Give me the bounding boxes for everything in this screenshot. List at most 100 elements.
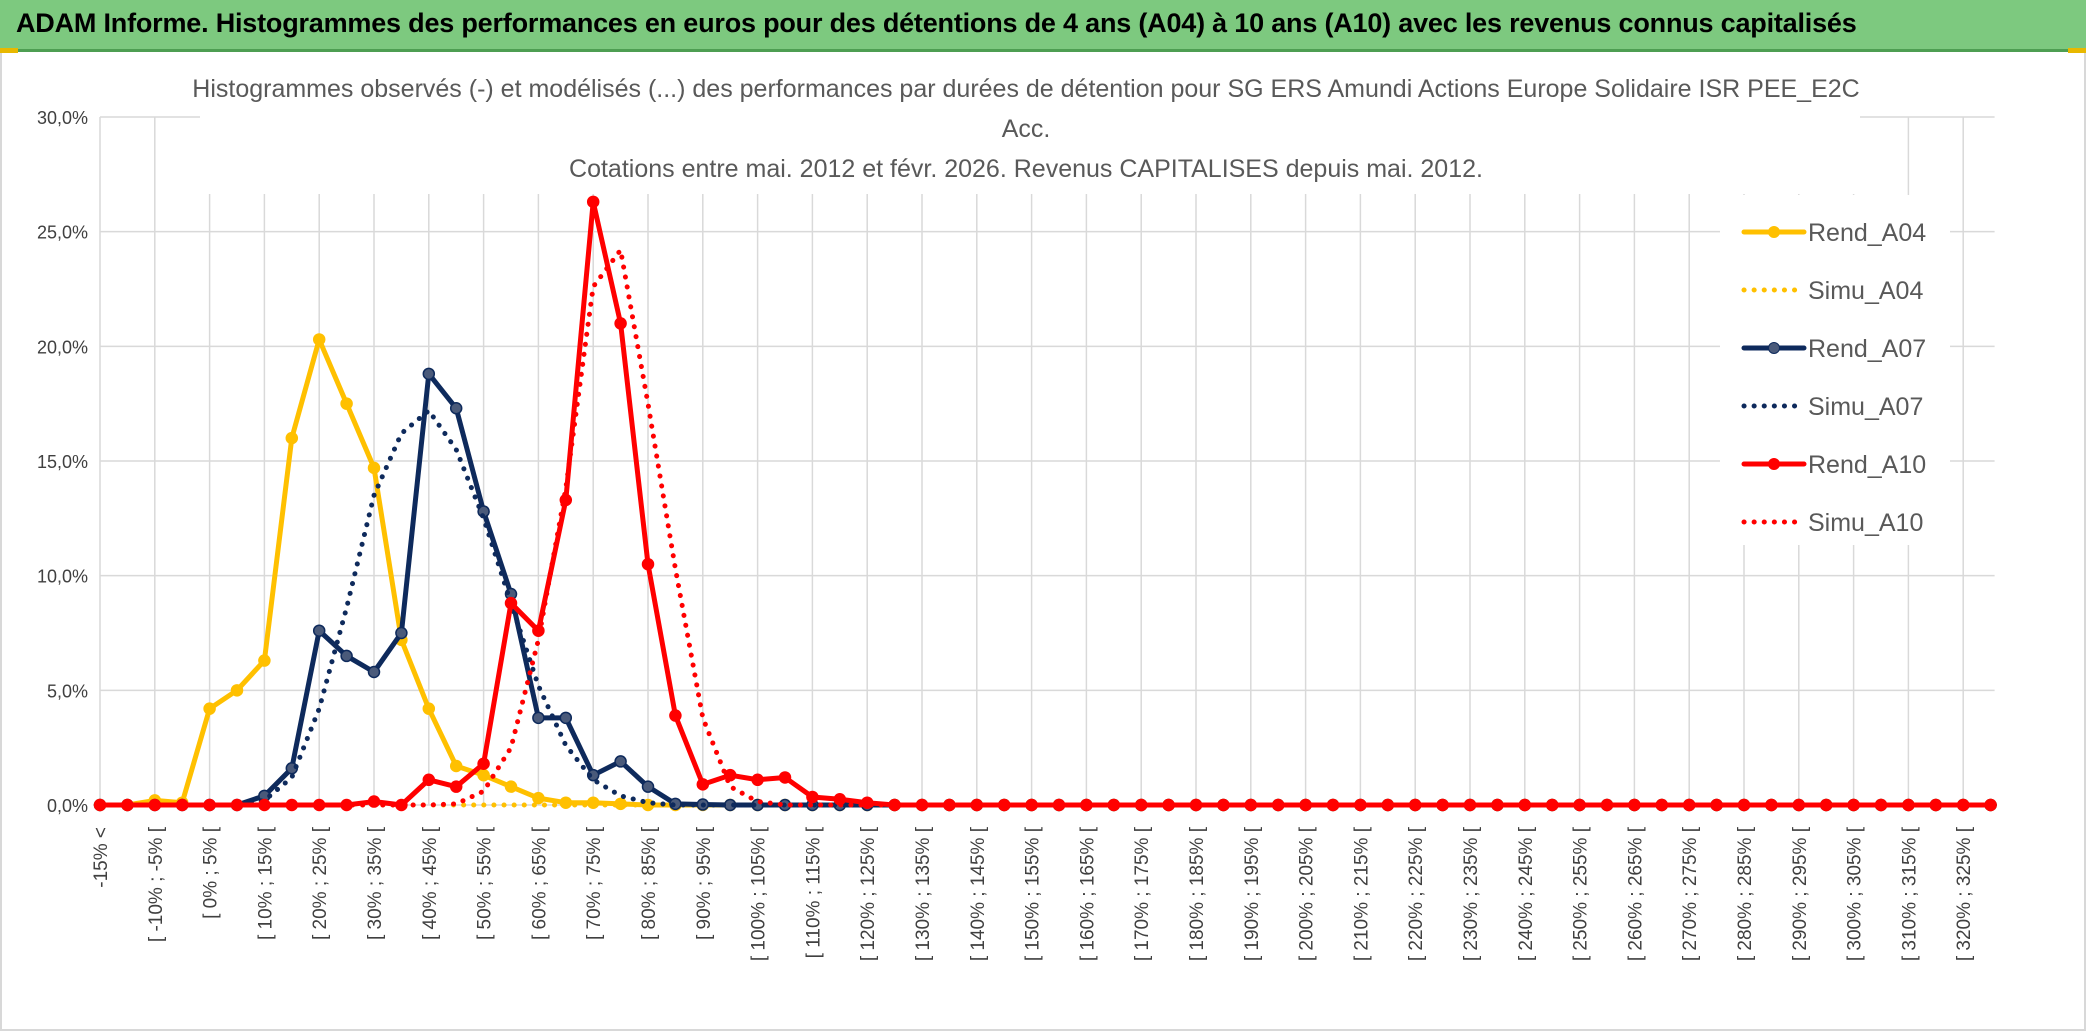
x-tick-label: [ 320% ; 325% [ — [1954, 826, 1975, 961]
series-line-rend-a10 — [97, 199, 1994, 808]
x-tick-label: [ 280% ; 285% [ — [1735, 826, 1756, 961]
x-tick-label: [ 290% ; 295% [ — [1790, 826, 1811, 961]
x-tick-label: [ 240% ; 245% [ — [1516, 826, 1537, 961]
x-tick-label: [ 190% ; 195% [ — [1242, 826, 1263, 961]
x-tick-label: [ 130% ; 135% [ — [913, 826, 934, 961]
point-rend-a10 — [422, 773, 436, 787]
point-rend-a04 — [258, 654, 271, 667]
y-tick-label: 0,0% — [47, 796, 88, 816]
point-rend-a10 — [586, 195, 600, 209]
series-line-simu-a07 — [97, 408, 1994, 808]
point-rend-a07 — [395, 626, 408, 640]
x-tick-label: [ 20% ; 25% [ — [310, 826, 331, 940]
x-tick-label: [ 310% ; 315% [ — [1899, 826, 1920, 961]
legend-label: Simu_A04 — [1808, 277, 1923, 305]
x-axis: -15% < [ -10% ; -5% [[ 0% ; 5% [[ 10% ; 1… — [91, 826, 1975, 961]
point-rend-a04 — [230, 684, 244, 697]
y-tick-label: 15,0% — [37, 452, 88, 472]
y-tick-label: 5,0% — [47, 681, 88, 701]
point-rend-a07 — [340, 649, 353, 663]
point-rend-a07 — [641, 780, 655, 793]
x-tick-label: [ 60% ; 65% [ — [529, 826, 550, 940]
point-rend-a10 — [778, 771, 792, 784]
chart-title: Histogrammes observés (-) et modélisés (… — [192, 75, 1860, 194]
report-title: ADAM Informe. Histogrammes des performan… — [16, 8, 1857, 38]
point-rend-a07 — [449, 402, 463, 415]
point-rend-a04 — [422, 702, 436, 715]
point-rend-a10 — [477, 757, 490, 770]
y-tick-label: 20,0% — [37, 337, 88, 357]
x-tick-label: -15% < — [91, 827, 112, 888]
x-tick-label: [ 250% ; 255% [ — [1571, 826, 1592, 961]
chart-title-line: Cotations entre mai. 2012 et févr. 2026.… — [569, 155, 1483, 183]
legend-background — [1720, 195, 1950, 545]
x-tick-label: [ 70% ; 75% [ — [584, 826, 605, 940]
chart-title-line: Histogrammes observés (-) et modélisés (… — [192, 75, 1859, 103]
x-tick-label: [ 210% ; 215% [ — [1351, 826, 1372, 961]
series-line-simu-a10 — [97, 247, 1994, 808]
point-rend-a10 — [696, 778, 710, 791]
series-line-rend-a04 — [97, 336, 1994, 808]
x-tick-label: [ 50% ; 55% [ — [475, 826, 496, 940]
point-rend-a04 — [285, 431, 299, 445]
x-tick-label: [ 120% ; 125% [ — [858, 826, 879, 961]
legend-label: Rend_A07 — [1808, 335, 1926, 363]
y-tick-label: 10,0% — [37, 567, 88, 587]
banner-corner-left — [0, 48, 18, 53]
point-rend-a07 — [422, 367, 436, 381]
series-line-rend-a07 — [97, 371, 1994, 808]
x-tick-label: [ 230% ; 235% [ — [1461, 826, 1482, 961]
x-tick-label: [ 0% ; 5% [ — [201, 826, 222, 919]
point-rend-a04 — [340, 397, 353, 410]
point-rend-a10 — [669, 709, 682, 722]
y-tick-label: 25,0% — [37, 223, 88, 243]
legend-label: Simu_A10 — [1808, 509, 1923, 537]
x-tick-label: [ 90% ; 95% [ — [694, 826, 715, 940]
point-rend-a07 — [614, 755, 627, 768]
point-rend-a07 — [367, 665, 381, 679]
chart-title-line: Acc. — [1002, 115, 1051, 143]
x-tick-label: [ 100% ; 105% [ — [749, 826, 770, 961]
x-tick-label: [ 260% ; 265% [ — [1625, 826, 1646, 961]
point-rend-a04 — [477, 768, 490, 782]
point-rend-a04 — [504, 780, 518, 793]
report-banner: ADAM Informe. Histogrammes des performan… — [0, 0, 2086, 52]
x-tick-label: [ 30% ; 35% [ — [365, 826, 386, 940]
x-tick-label: [ 10% ; 15% [ — [255, 826, 276, 940]
banner-corner-right — [2068, 48, 2086, 53]
grid — [99, 116, 1995, 806]
point-rend-a04 — [312, 333, 326, 346]
x-tick-label: [ 170% ; 175% [ — [1132, 826, 1153, 961]
point-rend-a04 — [532, 791, 545, 805]
legend-label: Rend_A10 — [1808, 451, 1926, 479]
point-rend-a10 — [806, 790, 819, 804]
point-rend-a07 — [559, 711, 573, 725]
x-tick-label: [ 80% ; 85% [ — [639, 826, 660, 940]
legend-label: Simu_A07 — [1808, 393, 1923, 421]
point-rend-a10 — [449, 780, 463, 793]
point-rend-a10 — [641, 557, 655, 571]
y-axis: 0,0% 5,0% 10,0% 15,0% 20,0% 25,0% 30,0% — [37, 108, 88, 816]
title-background — [200, 76, 1860, 194]
x-tick-label: [ 160% ; 165% [ — [1077, 826, 1098, 961]
x-tick-label: [ 150% ; 155% [ — [1023, 826, 1044, 961]
x-tick-label: [ 220% ; 225% [ — [1406, 826, 1427, 961]
x-tick-label: [ 40% ; 45% [ — [420, 826, 441, 940]
x-tick-label: [ 270% ; 275% [ — [1680, 826, 1701, 961]
series — [93, 195, 1997, 812]
point-rend-a10 — [751, 773, 764, 787]
point-rend-a10 — [504, 596, 518, 610]
point-rend-a04 — [449, 759, 463, 773]
point-rend-a10 — [614, 317, 627, 330]
legend: Rend_A04 Simu_A04 Rend_A07 Simu_A07 Rend_A10… — [1720, 195, 1950, 545]
point-rend-a07 — [532, 711, 545, 725]
x-tick-label: [ 180% ; 185% [ — [1187, 826, 1208, 961]
x-tick-label: [ 200% ; 205% [ — [1297, 826, 1318, 961]
legend-marker — [1768, 342, 1780, 354]
point-rend-a04 — [367, 461, 381, 475]
legend-marker — [1768, 458, 1780, 470]
point-rend-a07 — [312, 624, 326, 637]
x-tick-label: [ 140% ; 145% [ — [968, 826, 989, 961]
y-tick-label: 30,0% — [37, 108, 88, 128]
